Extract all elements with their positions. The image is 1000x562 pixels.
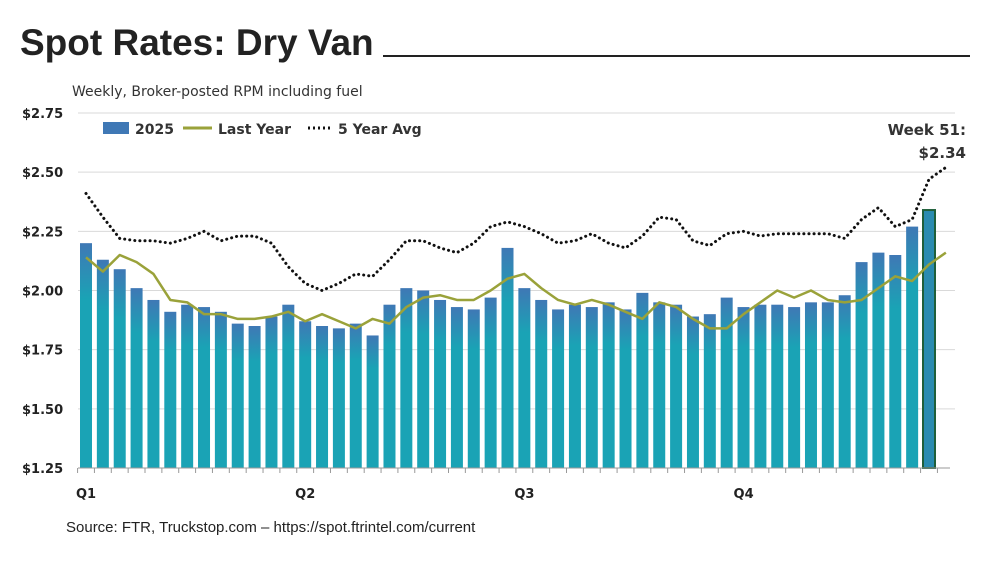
y-tick-label: $2.25: [22, 225, 63, 240]
bar: [113, 269, 126, 468]
bar: [535, 299, 548, 468]
bar: [788, 307, 801, 468]
bar: [838, 295, 851, 468]
bar: [619, 309, 632, 468]
bar: [332, 328, 345, 468]
bar: [383, 304, 396, 468]
bar: [670, 304, 683, 468]
bar: [585, 307, 598, 468]
bar: [299, 321, 312, 468]
bar: [737, 307, 750, 468]
bar: [349, 323, 362, 468]
title-underline: [383, 55, 970, 57]
bar: [467, 309, 480, 468]
annotation-value: $2.34: [919, 144, 966, 162]
y-tick-label: $2.00: [22, 285, 63, 300]
x-tick-label: Q1: [76, 487, 96, 502]
legend-label-5-year-avg: 5 Year Avg: [338, 122, 422, 138]
bar: [214, 311, 227, 468]
y-tick-label: $1.75: [22, 344, 63, 359]
bar: [518, 288, 531, 468]
legend: 2025 Last Year 5 Year Avg: [103, 122, 422, 138]
bar: [164, 311, 177, 468]
bar: [130, 288, 143, 468]
bar: [686, 316, 699, 468]
bar: [720, 297, 733, 468]
bar: [754, 304, 767, 468]
page-title: Spot Rates: Dry Van: [20, 22, 374, 63]
legend-swatch-2025: [103, 122, 129, 134]
bar: [889, 255, 902, 468]
bar: [855, 262, 868, 468]
y-tick-label: $2.75: [22, 107, 63, 122]
x-tick-label: Q2: [295, 487, 315, 502]
bar: [450, 307, 463, 468]
bar: [80, 243, 92, 468]
bar: [96, 259, 109, 468]
five-year-avg-line: [84, 165, 948, 293]
bar-highlighted: [922, 209, 936, 470]
bar: [484, 297, 497, 468]
bar: [804, 302, 817, 468]
legend-label-2025: 2025: [135, 122, 174, 138]
bar: [501, 247, 514, 468]
chart-subtitle: Weekly, Broker-posted RPM including fuel: [72, 84, 363, 100]
bar: [906, 226, 919, 468]
annotation-week-label: Week 51:: [888, 121, 966, 139]
bar: [265, 316, 278, 468]
bar: [181, 304, 194, 468]
bar: [872, 252, 885, 468]
bar: [821, 302, 834, 468]
legend-label-last-year: Last Year: [218, 122, 291, 138]
x-tick-label: Q4: [734, 487, 754, 502]
bar: [568, 304, 581, 468]
bar: [602, 302, 615, 468]
bar: [198, 307, 211, 468]
y-tick-label: $1.50: [22, 403, 63, 418]
bar: [434, 299, 447, 468]
bar: [653, 302, 666, 468]
x-tick-label: Q3: [514, 487, 534, 502]
y-tick-label: $2.50: [22, 166, 63, 181]
last-year-line: [85, 251, 947, 330]
source-note: Source: FTR, Truckstop.com – https://spo…: [66, 519, 476, 536]
bar: [231, 323, 244, 468]
bar: [366, 335, 379, 468]
bar: [771, 304, 784, 468]
bar: [316, 326, 329, 468]
bar: [400, 288, 413, 468]
bar: [552, 309, 565, 468]
bar: [417, 290, 430, 468]
bar: [147, 299, 160, 468]
bar: [703, 314, 716, 468]
bar: [636, 292, 649, 468]
bar: [282, 304, 295, 468]
y-tick-label: $1.25: [22, 462, 63, 477]
bar: [248, 326, 261, 468]
